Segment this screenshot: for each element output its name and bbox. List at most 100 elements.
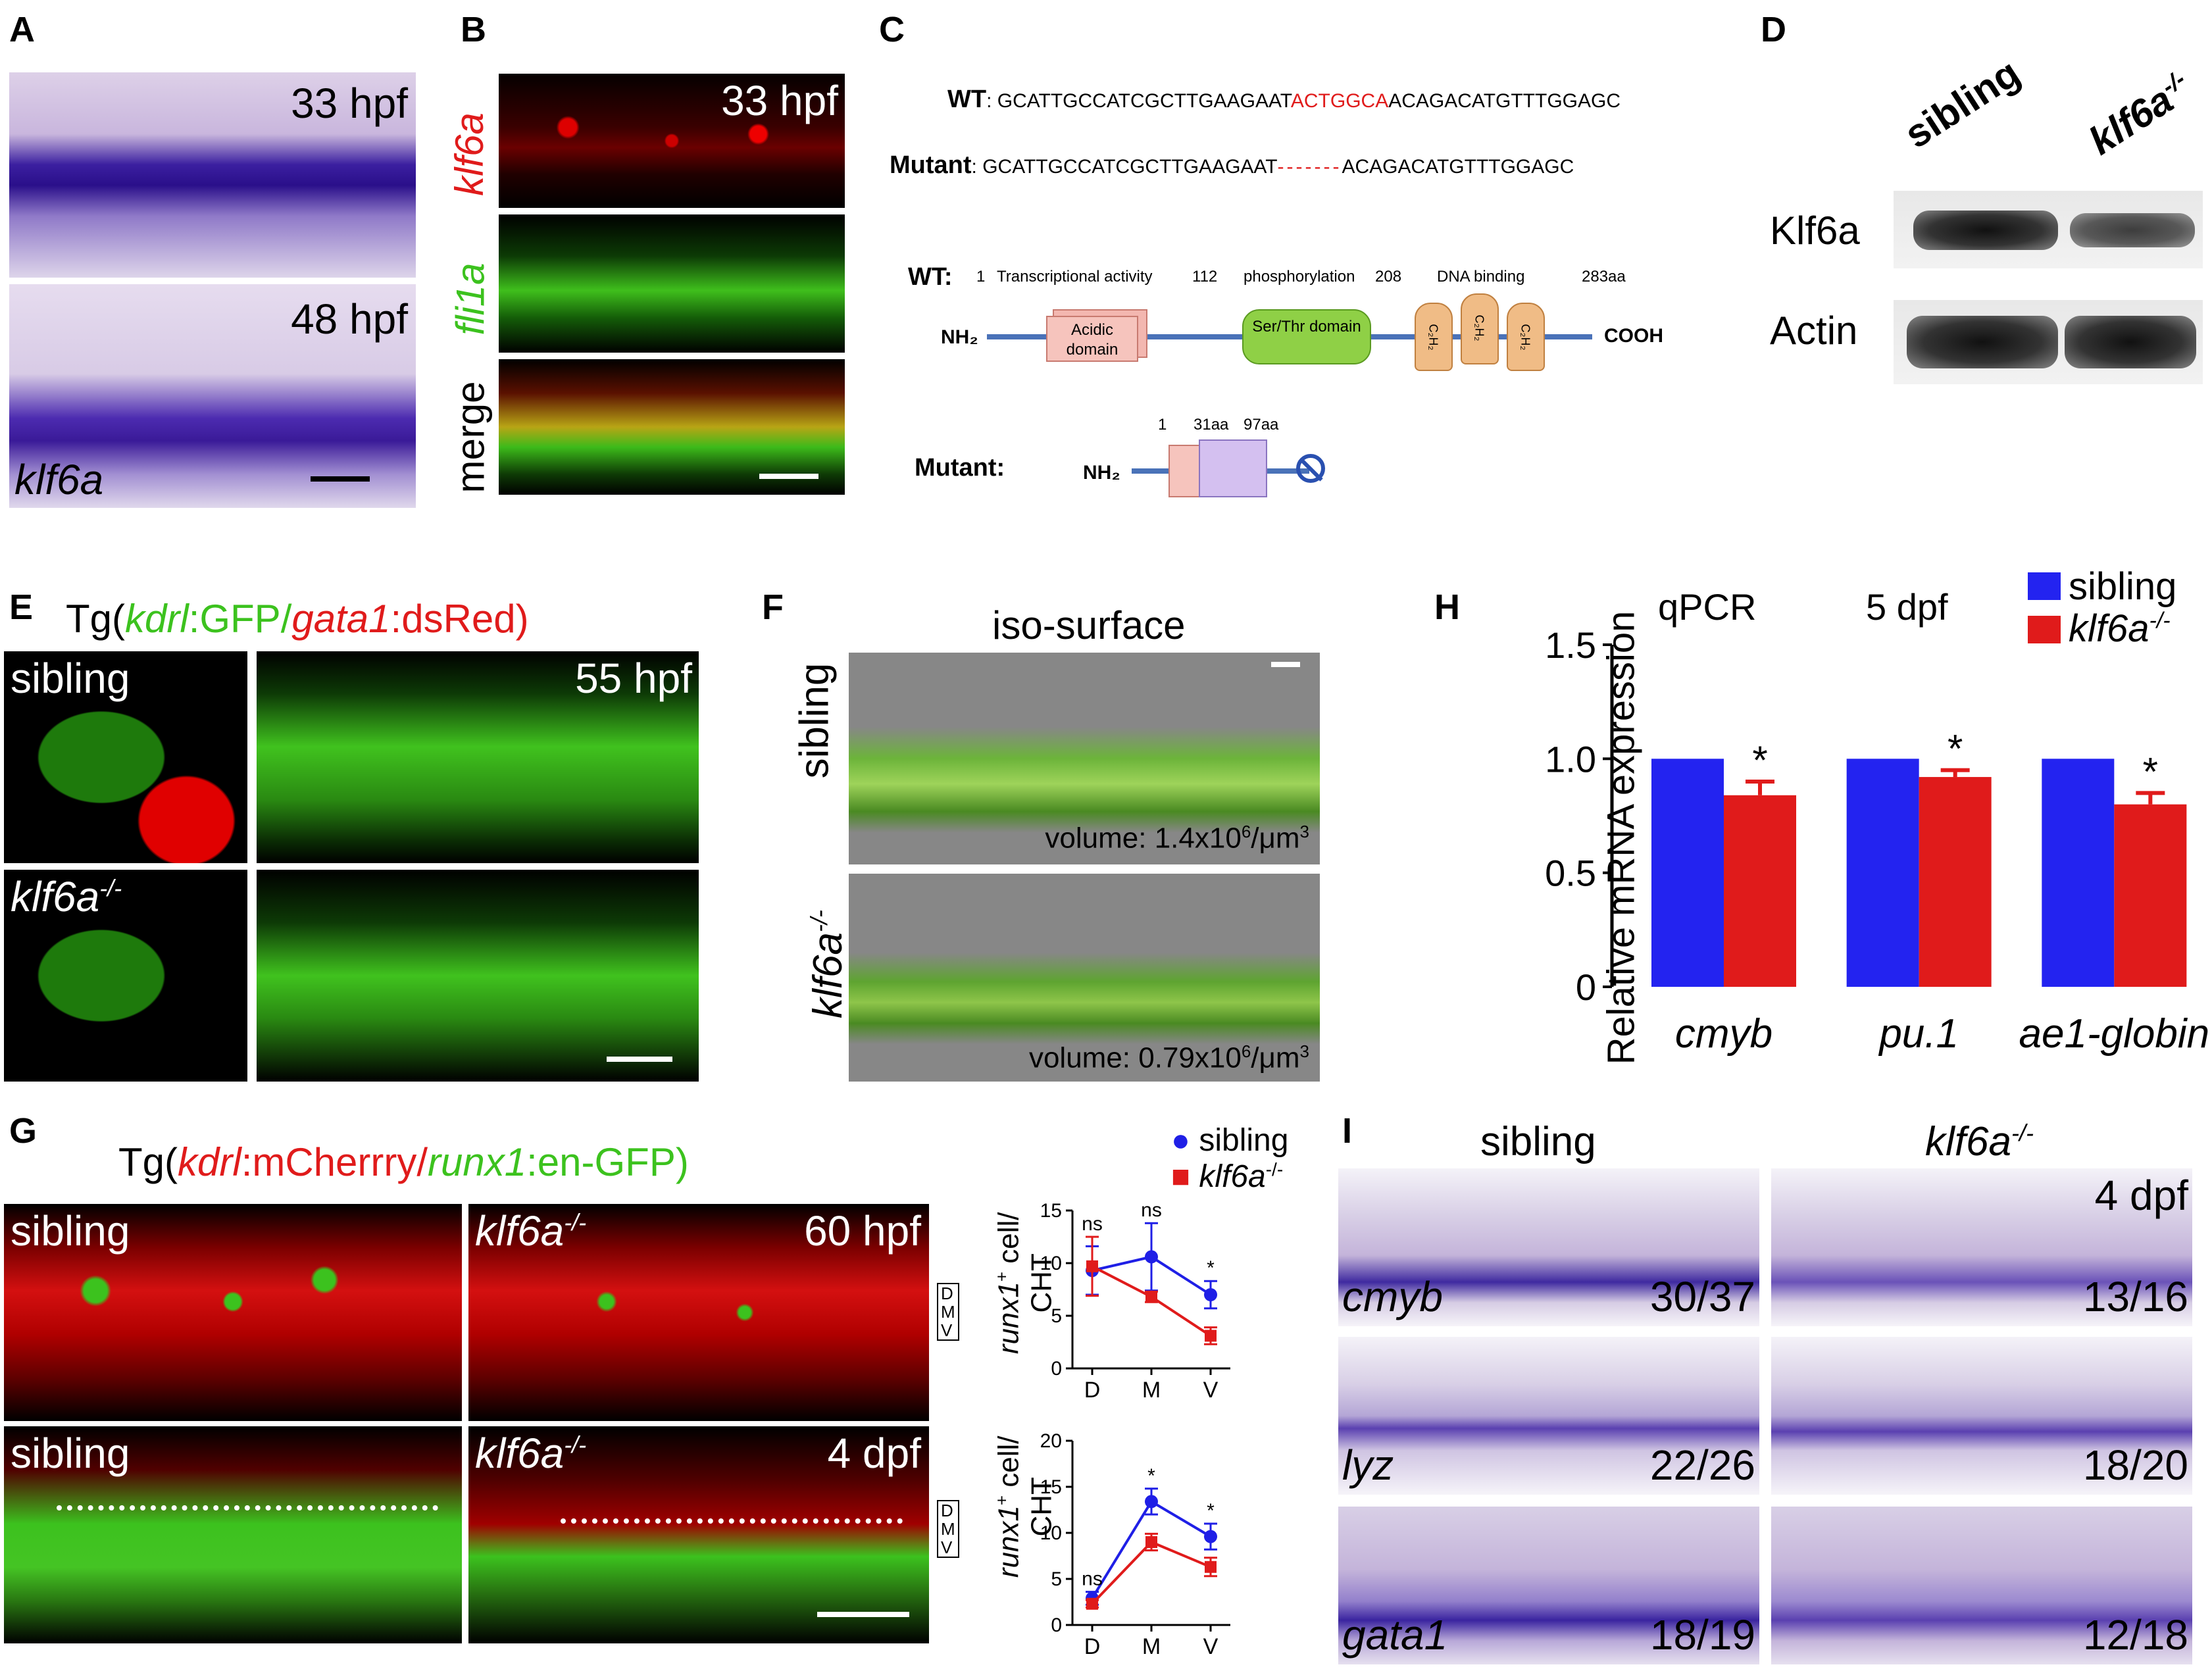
- significance-label: ns: [1082, 1213, 1103, 1235]
- ratio-label: 30/37: [1649, 1273, 1755, 1320]
- y-tick-label: 0: [1051, 1358, 1062, 1380]
- y-tick-label: 1.0: [1545, 738, 1596, 780]
- panel-e-mutant-head: klf6a-/-: [4, 870, 247, 1082]
- panel-f-sibling-image: volume: 1.4x106/μm3: [849, 653, 1320, 864]
- gene-label: cmyb: [1342, 1273, 1443, 1320]
- domain-phosphorylation: phosphorylation: [1244, 268, 1355, 286]
- bar-chart-qpcr: 0 0.5 1.0 1.5 * cmyb * pu.1 * ae1-globin: [1545, 632, 2209, 1057]
- significance-label: *: [2143, 749, 2158, 793]
- gene-label: gata1: [1342, 1611, 1448, 1659]
- panel-e-mutant-trunk: [257, 870, 699, 1082]
- data-point-sibling: [1204, 1288, 1217, 1301]
- pos-208: 208: [1375, 268, 1402, 286]
- scale-bar: [311, 476, 370, 482]
- mutant-protein-label: Mutant:: [915, 454, 1005, 482]
- y-tick-label: 20: [1040, 1430, 1062, 1452]
- x-tick-label: D: [1084, 1378, 1101, 1403]
- significance-label: *: [1948, 727, 1963, 771]
- group-label: klf6a-/-: [11, 873, 122, 920]
- bar-pu.1-mutant: [1919, 777, 1992, 987]
- stage-label: 55 hpf: [575, 655, 692, 702]
- x-tick-label: M: [1142, 1634, 1161, 1659]
- pos-1: 1: [976, 268, 986, 286]
- y-tick-label: 5: [1051, 1305, 1062, 1327]
- chart-subtitle-stage: 5 dpf: [1866, 586, 1948, 628]
- g-legend: ● sibling ■ klf6a-/-: [1171, 1123, 1289, 1194]
- nh2-label: NH₂: [941, 326, 978, 348]
- stage-label: 33 hpf: [291, 80, 408, 127]
- stage-label: 4 dpf: [2094, 1172, 2188, 1219]
- legend-swatch-mutant: [2028, 616, 2061, 643]
- panel-b-klf6a-image: 33 hpf: [499, 74, 845, 208]
- y-tick-label: 0: [1051, 1614, 1062, 1636]
- wt-sequence: WT: GCATTGCCATCGCTTGAAGAATACTGGCAACAGACA…: [947, 86, 1621, 113]
- panel-e-sibling-head: sibling: [4, 651, 247, 863]
- domain-transcriptional: Transcriptional activity: [997, 268, 1153, 286]
- significance-label: ns: [1141, 1199, 1162, 1221]
- blot-klf6a: [1894, 191, 2203, 268]
- panel-e-title: Tg(kdrl:GFP/gata1:dsRed): [66, 597, 529, 641]
- mutant-pos-97: 97aa: [1244, 416, 1279, 434]
- data-point-mutant: [1145, 1291, 1157, 1303]
- x-tick-label: pu.1: [1878, 1011, 1959, 1057]
- row-label-merge: merge: [448, 381, 493, 493]
- stop-icon: [1296, 454, 1325, 483]
- mutant-sequence: Mutant: GCATTGCCATCGCTTGAAGAAT-------ACA…: [890, 151, 1574, 179]
- group-label: sibling: [11, 1207, 130, 1255]
- panel-g-sibling-4dpf: sibling: [4, 1426, 462, 1643]
- dotted-outline: [561, 1518, 903, 1524]
- significance-label: ns: [1082, 1568, 1103, 1590]
- y-tick-label: 10: [1040, 1522, 1062, 1544]
- panel-label-f: F: [762, 587, 784, 627]
- panel-g-mutant-60hpf: klf6a-/- 60 hpf: [468, 1204, 929, 1421]
- data-point-mutant: [1145, 1536, 1157, 1548]
- group-label: klf6a-/-: [475, 1207, 587, 1255]
- x-tick-label: cmyb: [1675, 1011, 1772, 1057]
- scale-bar: [607, 1057, 672, 1062]
- panel-label-h: H: [1434, 587, 1460, 627]
- panel-label-a: A: [9, 10, 35, 49]
- y-tick-label: 0: [1576, 966, 1596, 1008]
- ish-cmyb-sibling: cmyb 30/37: [1338, 1168, 1759, 1326]
- ratio-label: 22/26: [1649, 1441, 1755, 1489]
- line-chart-60hpf: 0 5 10 15 D M Vns ns *: [1040, 1199, 1230, 1403]
- x-tick-label: M: [1142, 1378, 1161, 1403]
- stage-label: 4 dpf: [827, 1430, 921, 1477]
- data-point-mutant: [1205, 1330, 1217, 1342]
- significance-label: *: [1207, 1500, 1215, 1522]
- panel-b-merge-image: [499, 359, 845, 495]
- dotted-outline: [57, 1505, 438, 1511]
- data-point-sibling: [1145, 1495, 1158, 1509]
- panel-f-mutant-image: volume: 0.79x106/μm3: [849, 874, 1320, 1082]
- ish-gata1-mutant: 12/18: [1771, 1507, 2192, 1664]
- line-chart-4dpf: 0 5 10 15 20 D M Vns * *: [1040, 1430, 1230, 1659]
- y-tick-label: 10: [1040, 1253, 1062, 1274]
- stage-label: 48 hpf: [291, 295, 408, 343]
- ratio-label: 18/20: [2082, 1441, 2188, 1489]
- scale-bar: [1271, 662, 1300, 667]
- row-label-klf6a: Klf6a: [1770, 209, 1860, 253]
- volume-label: volume: 1.4x106/μm3: [1045, 822, 1309, 855]
- pos-283: 283aa: [1582, 268, 1626, 286]
- panel-label-e: E: [9, 587, 34, 627]
- mutant-pos-1: 1: [1158, 416, 1167, 434]
- pos-112: 112: [1192, 268, 1218, 286]
- blot-actin: [1894, 300, 2203, 384]
- group-label: klf6a-/-: [475, 1430, 587, 1477]
- volume-label: volume: 0.79x106/μm3: [1028, 1041, 1309, 1074]
- domain-dna-binding: DNA binding: [1437, 268, 1525, 286]
- stage-label: 60 hpf: [804, 1207, 921, 1255]
- row-label-klf6a: klf6a: [447, 112, 491, 196]
- panel-g-mutant-4dpf: klf6a-/- 4 dpf: [468, 1426, 929, 1643]
- y-tick-label: 1.5: [1545, 632, 1596, 666]
- cooh-label: COOH: [1604, 325, 1663, 347]
- y-tick-label: 5: [1051, 1568, 1062, 1590]
- gene-label: klf6a: [14, 456, 104, 503]
- mutant-pos-31: 31aa: [1194, 416, 1229, 434]
- lane-label-mutant: klf6a-/-: [2080, 64, 2190, 164]
- y-tick-label: 15: [1040, 1200, 1062, 1222]
- gene-label: lyz: [1342, 1441, 1394, 1489]
- mutant-nh2: NH₂: [1083, 462, 1120, 484]
- panel-label-g: G: [9, 1111, 38, 1151]
